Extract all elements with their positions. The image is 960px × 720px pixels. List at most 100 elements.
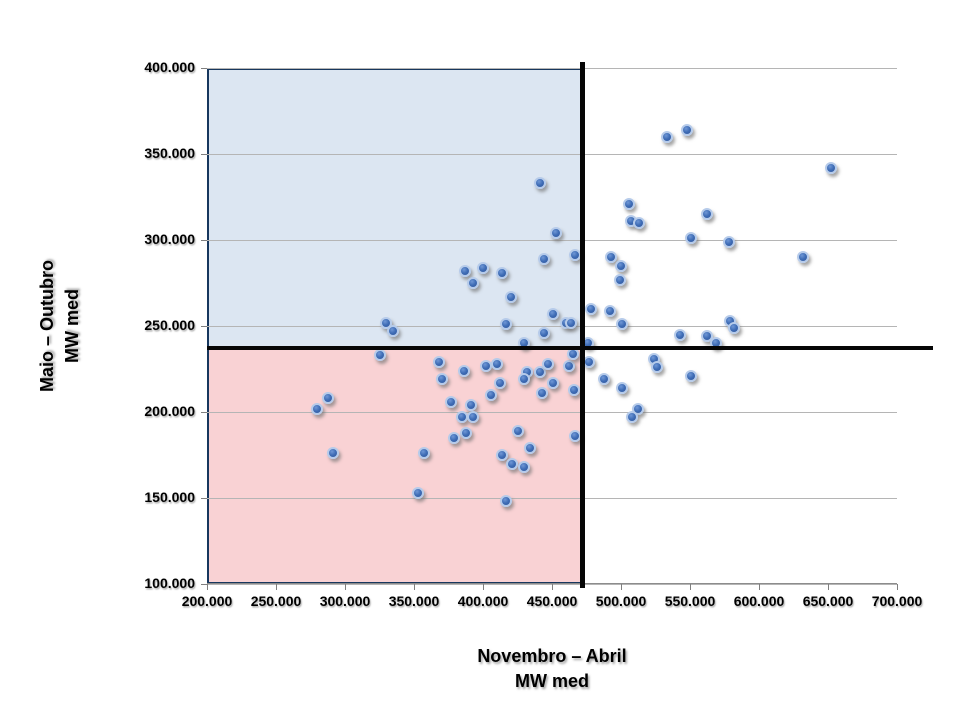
y-tick-mark xyxy=(201,153,207,155)
y-tick-mark xyxy=(201,411,207,413)
x-tick-mark xyxy=(689,584,691,590)
scatter-point xyxy=(467,411,480,424)
scatter-point xyxy=(518,373,531,386)
scatter-point xyxy=(387,325,400,338)
x-tick-mark xyxy=(275,584,277,590)
scatter-point xyxy=(632,216,645,229)
region-upper-left xyxy=(207,68,583,349)
scatter-point xyxy=(432,356,445,369)
scatter-point xyxy=(490,357,503,370)
y-tick-label: 100.000 xyxy=(144,575,195,591)
y-tick-mark xyxy=(201,497,207,499)
x-tick-label: 350.000 xyxy=(388,593,440,609)
scatter-point xyxy=(445,395,458,408)
x-tick-label: 300.000 xyxy=(319,593,371,609)
scatter-point xyxy=(603,304,616,317)
x-tick-label: 400.000 xyxy=(457,593,509,609)
scatter-point xyxy=(417,447,430,460)
scatter-point xyxy=(511,424,524,437)
scatter-point xyxy=(537,252,550,265)
x-tick-mark xyxy=(413,584,415,590)
scatter-point xyxy=(457,364,470,377)
x-tick-label: 450.000 xyxy=(526,593,578,609)
scatter-point xyxy=(685,232,698,245)
scatter-point xyxy=(485,388,498,401)
x-tick-mark xyxy=(206,584,208,590)
scatter-point xyxy=(373,349,386,362)
scatter-point xyxy=(685,369,698,382)
x-tick-mark xyxy=(827,584,829,590)
scatter-point xyxy=(456,411,469,424)
scatter-point xyxy=(824,161,837,174)
x-tick-label: 200.000 xyxy=(181,593,233,609)
scatter-point xyxy=(562,359,575,372)
scatter-point xyxy=(322,392,335,405)
scatter-point xyxy=(728,321,741,334)
y-axis-title-line1: Maio – Outubro xyxy=(36,260,57,392)
scatter-point xyxy=(500,495,513,508)
scatter-point xyxy=(537,326,550,339)
scatter-point xyxy=(536,387,549,400)
scatter-point xyxy=(523,442,536,455)
scatter-point xyxy=(650,361,663,374)
y-tick-label: 150.000 xyxy=(144,489,195,505)
scatter-point xyxy=(584,302,597,315)
gridline xyxy=(207,239,897,241)
scatter-point xyxy=(660,130,673,143)
quadrant-horizontal-line xyxy=(207,346,933,351)
scatter-point xyxy=(504,290,517,303)
scatter-point xyxy=(598,373,611,386)
scatter-point xyxy=(496,449,509,461)
scatter-point xyxy=(505,457,518,470)
y-tick-mark xyxy=(201,239,207,241)
scatter-point xyxy=(616,318,629,331)
y-tick-label: 200.000 xyxy=(144,403,195,419)
scatter-point xyxy=(459,264,472,277)
y-tick-mark xyxy=(201,67,207,69)
y-tick-mark xyxy=(201,325,207,327)
x-tick-label: 250.000 xyxy=(250,593,302,609)
scatter-point xyxy=(626,411,639,424)
scatter-point xyxy=(547,376,560,389)
x-tick-label: 600.000 xyxy=(733,593,785,609)
gridline xyxy=(207,153,897,155)
plot-area xyxy=(207,67,897,585)
y-tick-label: 250.000 xyxy=(144,317,195,333)
y-axis-title-line2: MW med xyxy=(62,289,82,363)
scatter-point xyxy=(565,316,578,329)
gridline xyxy=(207,497,897,499)
scatter-point xyxy=(412,486,425,499)
x-tick-mark xyxy=(344,584,346,590)
y-tick-label: 350.000 xyxy=(144,145,195,161)
scatter-point xyxy=(533,177,546,190)
scatter-point xyxy=(700,330,713,343)
x-axis-title-line1: Novembro – Abril xyxy=(477,646,627,666)
scatter-point xyxy=(448,431,461,444)
x-tick-mark xyxy=(758,584,760,590)
y-tick-label: 300.000 xyxy=(144,231,195,247)
gridline xyxy=(207,325,897,327)
scatter-point xyxy=(496,266,509,279)
scatter-point xyxy=(623,197,636,210)
x-axis-line xyxy=(207,583,897,584)
scatter-point xyxy=(797,251,810,264)
scatter-point xyxy=(460,426,473,439)
x-tick-mark xyxy=(482,584,484,590)
scatter-point xyxy=(326,447,339,460)
x-tick-mark xyxy=(620,584,622,590)
x-tick-label: 550.000 xyxy=(664,593,716,609)
scatter-point xyxy=(615,259,627,272)
y-tick-mark xyxy=(201,583,207,585)
scatter-point xyxy=(533,366,546,379)
scatter-point xyxy=(550,227,563,240)
x-tick-mark xyxy=(896,584,898,590)
scatter-point xyxy=(700,208,713,221)
scatter-point xyxy=(541,357,554,370)
x-tick-label: 500.000 xyxy=(595,593,647,609)
scatter-point xyxy=(605,251,618,264)
scatter-point xyxy=(722,235,735,248)
x-tick-mark xyxy=(551,584,553,590)
gridline xyxy=(207,67,897,69)
scatter-point xyxy=(613,273,626,286)
